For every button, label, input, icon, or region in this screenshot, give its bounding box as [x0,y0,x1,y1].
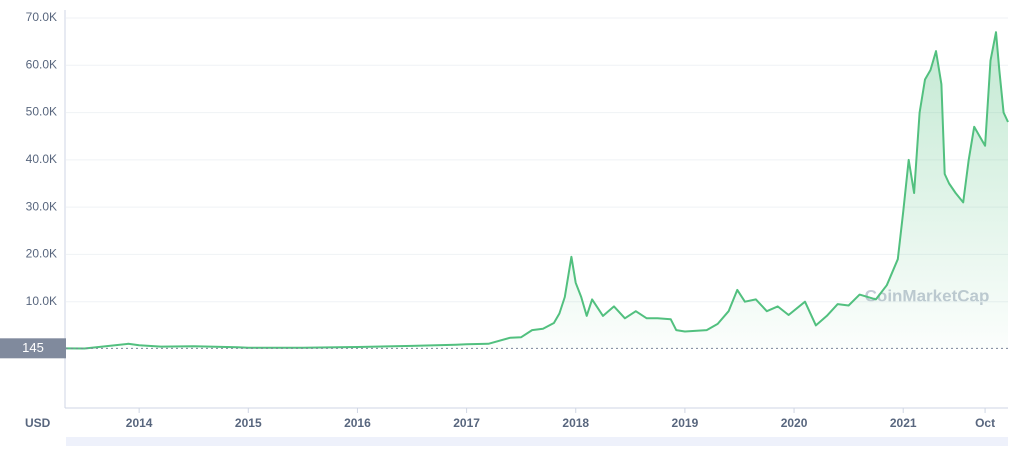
y-tick-label: 10.0K [26,294,57,308]
x-tick-label: 2018 [562,416,589,430]
x-tick-label: 2016 [344,416,371,430]
x-tick-label: 2014 [126,416,153,430]
y-tick-label: 40.0K [26,152,57,166]
x-tick-label: 2019 [672,416,699,430]
x-tick-label: 2017 [453,416,480,430]
x-tick-label: 2020 [781,416,808,430]
x-tick-label: 2021 [890,416,917,430]
y-tick-label: 50.0K [26,105,57,119]
y-tick-label: 60.0K [26,57,57,71]
currency-label: USD [25,416,51,430]
reference-badge [0,338,66,359]
x-tick-label: 2015 [235,416,262,430]
y-tick-label: 20.0K [26,247,57,261]
area-fill [66,32,1008,349]
reference-label: 145 [22,340,44,355]
y-tick-label: 70.0K [26,10,57,24]
scrollbar [66,437,1008,446]
x-tick-label: Oct [975,416,995,430]
price-line [65,31,1009,350]
y-tick-label: 30.0K [26,199,57,213]
